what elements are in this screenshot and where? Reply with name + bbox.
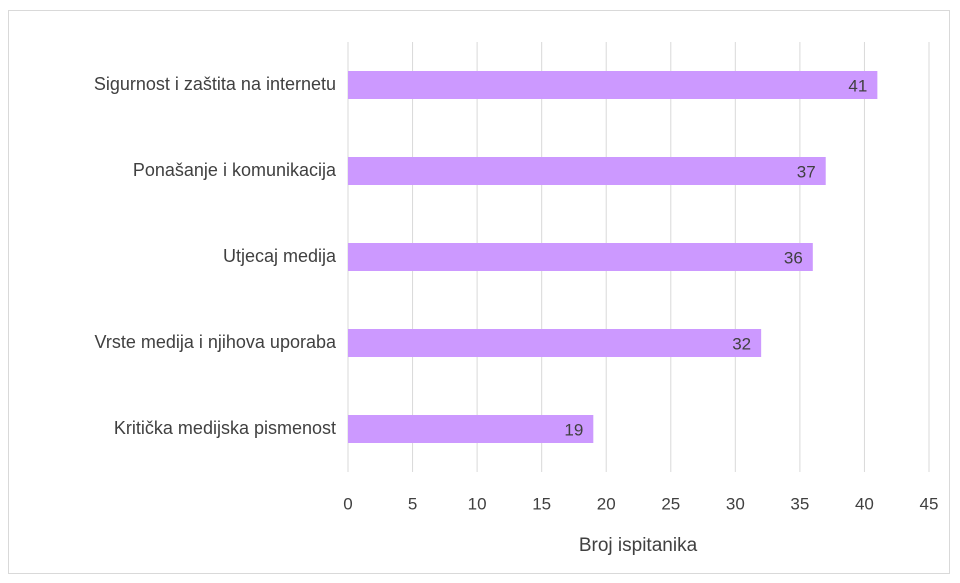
bar <box>348 243 813 271</box>
y-tick-label: Utjecaj medija <box>223 246 337 266</box>
data-label: 36 <box>784 248 803 267</box>
x-tick-label: 40 <box>855 494 874 513</box>
bar <box>348 157 826 185</box>
x-tick-label: 25 <box>661 494 680 513</box>
data-label: 32 <box>732 334 751 353</box>
x-tick-label: 35 <box>790 494 809 513</box>
x-tick-label: 45 <box>920 494 939 513</box>
data-label: 41 <box>848 76 867 95</box>
bar <box>348 329 762 357</box>
bar <box>348 71 878 99</box>
x-axis-label: Broj ispitanika <box>579 535 698 556</box>
x-tick-label: 10 <box>468 494 487 513</box>
data-label: 37 <box>797 162 816 181</box>
bar <box>348 415 594 443</box>
y-tick-label: Ponašanje i komunikacija <box>133 160 337 180</box>
y-tick-label: Kritička medijska pismenost <box>114 418 336 438</box>
x-tick-label: 5 <box>408 494 417 513</box>
chart-border <box>8 10 950 574</box>
data-label: 19 <box>564 420 583 439</box>
y-tick-label: Sigurnost i zaštita na internetu <box>94 74 336 94</box>
x-tick-label: 0 <box>343 494 352 513</box>
x-tick-label: 20 <box>597 494 616 513</box>
x-tick-label: 15 <box>532 494 551 513</box>
x-tick-label: 30 <box>726 494 745 513</box>
y-tick-label: Vrste medija i njihova uporaba <box>95 332 337 352</box>
